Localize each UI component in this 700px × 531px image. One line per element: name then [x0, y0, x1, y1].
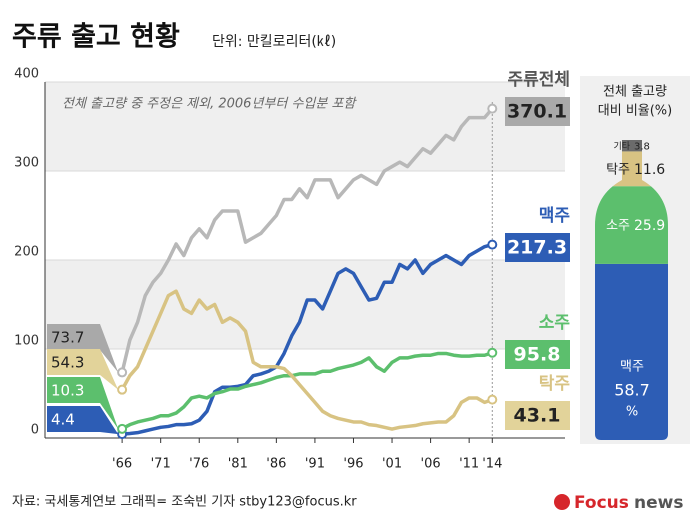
bottle-title: 전체 출고량	[603, 85, 667, 100]
segment-value: 25.9	[634, 218, 665, 234]
bottle-segment	[595, 263, 668, 440]
segment-name: 기타	[613, 141, 630, 152]
x-tick-label: '91	[305, 457, 325, 472]
logo-first: Focus	[574, 493, 629, 513]
segment-unit: %	[626, 404, 638, 419]
y-tick-label: 200	[14, 245, 39, 260]
chart-subtitle: 단위: 만킬로리터(㎘)	[212, 34, 336, 50]
end-value-label: 370.1	[507, 101, 567, 123]
end-point	[487, 394, 498, 405]
series-line	[120, 289, 493, 431]
start-label-box	[47, 377, 119, 429]
x-tick-label: '06	[421, 457, 441, 472]
end-label-box	[505, 233, 570, 262]
series-line	[121, 351, 493, 431]
bottle-segment	[595, 140, 668, 152]
y-tick-label: 400	[14, 67, 39, 82]
bottle-title: 대비 비율(%)	[598, 104, 672, 119]
chart-note: 전체 출고량 중 주정은 제외, 2006년부터 수입분 포함	[62, 97, 357, 112]
x-tick-label: '76	[189, 457, 209, 472]
logo-icon	[554, 494, 570, 510]
segment-value: 3.8	[634, 142, 650, 153]
end-point	[487, 347, 498, 358]
x-tick-label: '96	[343, 457, 363, 472]
end-label-box	[505, 97, 570, 126]
grid-band	[45, 82, 565, 171]
end-label-box	[505, 340, 570, 369]
y-tick-label: 300	[14, 156, 39, 171]
y-tick-label: 100	[14, 334, 39, 349]
series-name: 소주	[539, 313, 571, 333]
y-tick-label: 0	[31, 423, 39, 438]
start-label-box	[47, 406, 119, 435]
segment-name: 맥주	[620, 359, 644, 374]
segment-name: 탁주	[606, 162, 630, 177]
bottle-segment	[595, 186, 668, 264]
start-point	[117, 384, 128, 395]
source: 자료: 국세통계연보 그래픽= 조숙빈 기자 stby123@focus.kr	[12, 495, 357, 510]
segment-value: 11.6	[634, 162, 665, 178]
logo-second: news	[634, 493, 683, 513]
start-value-label: 10.3	[51, 382, 84, 400]
end-point	[487, 239, 498, 250]
start-label-box	[47, 349, 119, 390]
x-tick-label: '11	[459, 457, 479, 472]
series-name: 맥주	[539, 206, 571, 226]
start-value-label: 54.3	[51, 354, 84, 372]
series-name: 탁주	[539, 374, 571, 394]
start-label-box	[47, 324, 119, 373]
end-label-box	[505, 401, 570, 430]
end-point	[487, 103, 498, 114]
start-point	[117, 423, 128, 434]
x-tick-label: '14	[482, 457, 502, 472]
start-value-label: 4.4	[51, 411, 75, 429]
x-tick-label: '66	[112, 457, 132, 472]
start-value-label: 73.7	[51, 329, 84, 347]
series-line	[121, 242, 493, 436]
x-tick-label: '81	[228, 457, 248, 472]
chart-title: 주류 출고 현황	[12, 22, 180, 53]
end-value-label: 95.8	[514, 344, 561, 366]
start-point	[117, 367, 128, 378]
segment-value: 58.7	[614, 380, 650, 399]
plot-area: 0 100 200 300 400 '66 '71 '76 '81 '86 '91 '96 '01 '06…	[14, 67, 570, 472]
x-tick-label: '71	[151, 457, 171, 472]
segment-name: 소주	[606, 219, 630, 234]
series-name: 주류전체	[507, 70, 570, 90]
series-line	[120, 107, 494, 373]
x-tick-label: '01	[382, 457, 402, 472]
end-value-label: 217.3	[507, 237, 567, 259]
x-tick-label: '86	[266, 457, 286, 472]
end-value-label: 43.1	[514, 405, 561, 427]
